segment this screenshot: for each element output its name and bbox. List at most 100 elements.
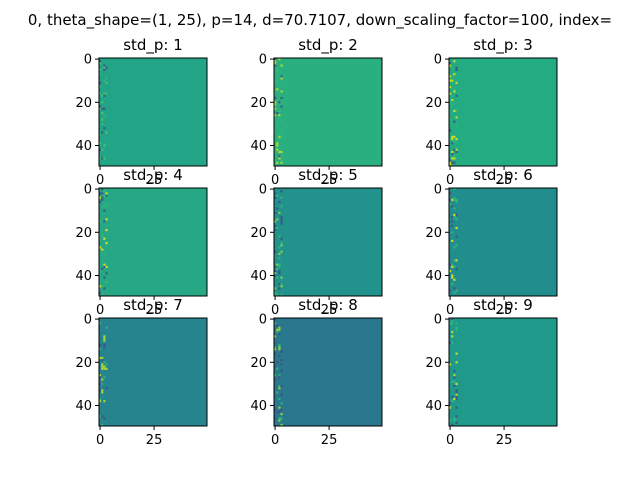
heatmap-cell — [280, 237, 283, 240]
heatmap-cell — [99, 148, 102, 151]
heatmap-cell — [280, 408, 283, 411]
x-tick-label: 25 — [496, 433, 513, 448]
heatmap-cell — [276, 263, 279, 266]
x-tick-label: 25 — [496, 173, 513, 188]
heatmap-cell — [278, 252, 281, 255]
heatmap-cell — [99, 105, 102, 108]
x-tick-label: 0 — [271, 433, 279, 448]
heatmap-cell — [274, 192, 277, 195]
heatmap-cell — [453, 287, 456, 290]
y-tick-label: 40 — [425, 139, 442, 154]
heatmap-cell — [280, 293, 283, 296]
heatmap-cell — [451, 283, 454, 286]
heatmap-cell — [278, 270, 281, 273]
heatmap-cell — [278, 137, 281, 141]
heatmap-cell — [455, 66, 458, 69]
heatmap-cell — [274, 417, 277, 420]
heatmap-cell — [280, 83, 283, 87]
heatmap-cell — [455, 68, 458, 71]
heatmap-cell — [453, 419, 456, 422]
heatmap-cell — [451, 216, 454, 219]
heatmap-cell — [453, 196, 456, 199]
heatmap-cell — [103, 220, 106, 223]
heatmap-cell — [274, 79, 277, 82]
heatmap-cell — [276, 161, 279, 164]
axes-frame — [273, 187, 383, 297]
heatmap-cell — [451, 161, 454, 164]
heatmap-cell — [99, 133, 102, 136]
x-tick-label: 25 — [146, 173, 163, 188]
heatmap-cell — [449, 419, 452, 422]
heatmap-cell — [105, 203, 108, 206]
heatmap-cell — [280, 220, 283, 223]
heatmap-cell — [451, 224, 454, 227]
heatmap-cell — [105, 77, 108, 80]
heatmap-cell — [101, 148, 104, 151]
heatmap-cell — [101, 423, 104, 426]
heatmap-cell — [274, 408, 277, 411]
heatmap-image — [449, 58, 557, 166]
heatmap-cell — [449, 86, 452, 89]
heatmap-cell — [280, 135, 283, 138]
y-tick-label: 40 — [75, 269, 92, 284]
heatmap-cell — [103, 157, 106, 160]
heatmap-cell — [449, 83, 452, 87]
heatmap-cell — [103, 94, 106, 97]
heatmap-cell — [455, 124, 458, 128]
heatmap-cell — [278, 384, 281, 388]
heatmap-cell — [451, 205, 454, 208]
heatmap-cell — [274, 293, 277, 296]
heatmap-cell — [105, 81, 108, 84]
heatmap-cell — [453, 259, 456, 262]
heatmap-cell — [449, 270, 452, 273]
heatmap-cell — [278, 211, 281, 214]
heatmap-cell — [451, 400, 454, 403]
heatmap-cell — [101, 157, 104, 160]
heatmap-cell — [105, 326, 108, 329]
heatmap-cell — [280, 62, 283, 65]
x-tick-label: 0 — [271, 173, 279, 188]
heatmap-cell — [278, 343, 281, 347]
y-tick-label: 0 — [434, 183, 442, 198]
heatmap-cell — [451, 150, 454, 154]
heatmap-cell — [453, 384, 456, 388]
heatmap-cell — [455, 150, 458, 154]
heatmap-cell — [103, 237, 106, 240]
heatmap-cell — [274, 64, 277, 67]
heatmap-cell — [99, 92, 102, 95]
heatmap-cell — [455, 391, 458, 394]
heatmap-cell — [451, 142, 454, 145]
heatmap-cell — [103, 376, 106, 379]
heatmap-cell — [274, 62, 277, 65]
heatmap-cell — [449, 75, 452, 78]
heatmap-cell — [449, 198, 452, 201]
heatmap-cell — [453, 140, 456, 143]
panel-title: std_p: 2 — [298, 36, 358, 55]
heatmap-cell — [103, 127, 106, 130]
heatmap-cell — [99, 200, 102, 204]
heatmap-cell — [449, 402, 452, 405]
heatmap-cell — [280, 413, 283, 416]
heatmap-cell — [278, 348, 281, 351]
axes-frame — [448, 187, 558, 297]
heatmap-cell — [451, 79, 454, 82]
heatmap-cell — [280, 218, 283, 221]
heatmap-cell — [280, 96, 283, 100]
y-tick-label: 20 — [75, 356, 92, 371]
heatmap-cell — [274, 346, 277, 349]
heatmap-cell — [274, 270, 277, 273]
heatmap-cell — [99, 81, 102, 84]
heatmap-cell — [455, 200, 458, 204]
heatmap-cell — [453, 88, 456, 91]
heatmap-cell — [105, 367, 108, 370]
heatmap-cell — [103, 92, 106, 95]
axes-frame — [448, 57, 558, 167]
heatmap-cell — [278, 328, 281, 331]
heatmap-cell — [280, 402, 283, 405]
heatmap-cell — [274, 348, 277, 351]
heatmap-cell — [274, 114, 277, 117]
heatmap-cell — [101, 391, 104, 394]
heatmap-cell — [276, 70, 279, 74]
y-tick-label: 40 — [250, 269, 267, 284]
panel-title: std_p: 6 — [473, 166, 533, 185]
